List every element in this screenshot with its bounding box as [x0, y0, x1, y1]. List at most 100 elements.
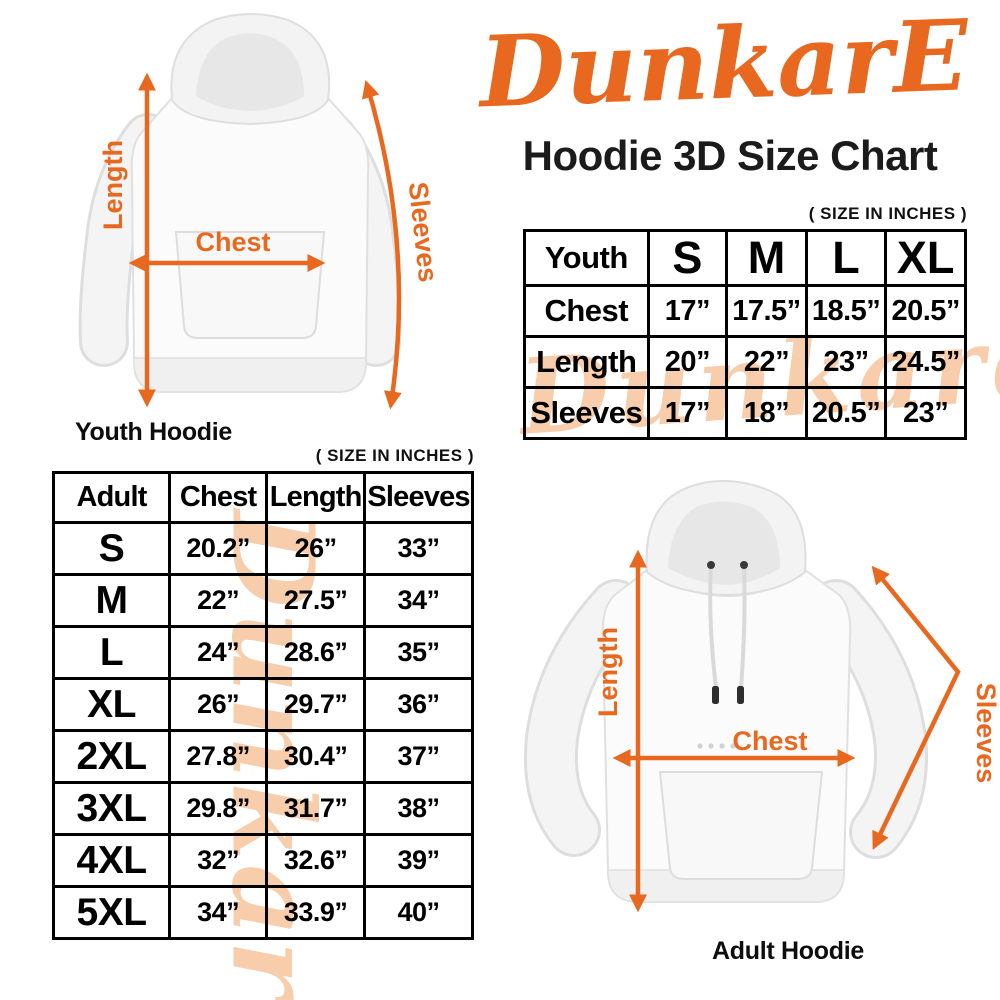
row-label: L: [51, 625, 172, 680]
adult-row-m: M 22” 27.5” 34”: [51, 573, 474, 628]
cell-value: 17”: [646, 284, 729, 338]
drawstring-eyelet: [707, 561, 715, 569]
drawstring: [739, 565, 747, 689]
cell-value: 20.2”: [168, 521, 269, 576]
adult-row-l: L 24” 28.6” 35”: [51, 625, 474, 680]
youth-hem-band: [133, 357, 367, 393]
adult-row-5xl: 5XL 34” 33.9” 40”: [51, 885, 474, 940]
cell-value: 27.5”: [265, 573, 367, 628]
adult-row-s: S 20.2” 26” 33”: [51, 521, 474, 576]
youth-hoodie-figure: Length Chest Sleeves: [20, 0, 460, 415]
youth-size-table: Youth S M L XL Chest 17” 17.5” 18.5” 20.…: [523, 229, 967, 440]
cell-value: 26”: [168, 677, 269, 732]
cell-value: 33.9”: [265, 885, 367, 940]
adult-hood-opening: [668, 501, 780, 585]
row-label: 5XL: [51, 885, 172, 940]
cell-value: 31.7”: [265, 781, 367, 836]
youth-size-header: L: [804, 229, 888, 287]
row-label: XL: [51, 677, 172, 732]
youth-chest-label: Chest: [195, 227, 270, 257]
adult-chest-label: Chest: [732, 726, 807, 756]
youth-table-corner-cell: Youth: [523, 229, 650, 287]
adult-row-xl: XL 26” 29.7” 36”: [51, 677, 474, 732]
cell-value: 28.6”: [265, 625, 367, 680]
youth-size-header: XL: [884, 229, 967, 287]
cell-value: 35”: [363, 625, 474, 680]
cell-value: 40”: [363, 885, 474, 940]
cell-value: 27.8”: [168, 729, 269, 784]
youth-sleeves-row: Sleeves 17” 18” 20.5” 23”: [523, 386, 967, 440]
adult-row-3xl: 3XL 29.8” 31.7” 38”: [51, 781, 474, 836]
cell-value: 38”: [363, 781, 474, 836]
youth-length-label: Length: [98, 140, 128, 230]
row-label: 3XL: [51, 781, 172, 836]
youth-units-note: ( SIZE IN INCHES ): [808, 204, 967, 223]
youth-hoodie-illustration: Length Chest Sleeves: [78, 13, 443, 410]
youth-sleeves-label: Sleeves: [403, 180, 443, 283]
cell-value: 22”: [725, 335, 808, 389]
cell-value: 18”: [725, 386, 808, 440]
cell-value: 29.8”: [168, 781, 269, 836]
adult-sleeves-arrow: [871, 565, 961, 850]
drawstring-eyelet: [740, 561, 748, 569]
youth-hoodie-caption: Youth Hoodie: [75, 418, 233, 446]
cell-value: 32”: [168, 833, 269, 888]
youth-hood-opening: [196, 33, 304, 111]
chest-leader-dots: [697, 743, 736, 749]
adult-col-header: Chest: [168, 471, 269, 524]
cell-value: 30.4”: [265, 729, 367, 784]
adult-length-label: Length: [593, 627, 623, 717]
cell-value: 26”: [265, 521, 367, 576]
cell-value: 34”: [168, 885, 269, 940]
adult-table-corner-cell: Adult: [51, 471, 172, 524]
row-label: 4XL: [51, 833, 172, 888]
cell-value: 20.5”: [884, 284, 967, 338]
row-label: 2XL: [51, 729, 172, 784]
cell-value: 37”: [363, 729, 474, 784]
adult-size-table-section: ( SIZE IN INCHES ) Dunkare Adult Chest L…: [51, 446, 474, 1000]
adult-row-4xl: 4XL 32” 32.6” 39”: [51, 833, 474, 888]
cell-value: 18.5”: [804, 284, 888, 338]
row-label: S: [51, 521, 172, 576]
page-title: Hoodie 3D Size Chart: [522, 132, 938, 179]
adult-hoodie-caption: Adult Hoodie: [712, 937, 864, 965]
cell-value: 23”: [804, 335, 888, 389]
brand-logo: DunkarE: [475, 2, 972, 130]
row-label: Length: [523, 335, 650, 389]
cell-value: 17.5”: [725, 284, 808, 338]
drawstring-aglet: [737, 686, 744, 704]
cell-value: 20”: [646, 335, 729, 389]
drawstring: [708, 565, 718, 689]
youth-chest-row: Chest 17” 17.5” 18.5” 20.5”: [523, 284, 967, 338]
row-label: M: [51, 573, 172, 628]
adult-sleeves-label: Sleeves: [971, 683, 1000, 784]
cell-value: 22”: [168, 573, 269, 628]
adult-row-2xl: 2XL 27.8” 30.4” 37”: [51, 729, 474, 784]
youth-size-header: S: [646, 229, 729, 287]
adult-col-header: Length: [265, 471, 367, 524]
brand-logo-box: DunkarE: [448, 0, 1000, 134]
row-label: Chest: [523, 284, 650, 338]
youth-length-row: Length 20” 22” 23” 24.5”: [523, 335, 967, 389]
cell-value: 32.6”: [265, 833, 367, 888]
cell-value: 33”: [363, 521, 474, 576]
adult-units-note: ( SIZE IN INCHES ): [315, 446, 474, 465]
adult-col-header: Sleeves: [363, 471, 474, 524]
cell-value: 29.7”: [265, 677, 367, 732]
cell-value: 23”: [884, 386, 967, 440]
cell-value: 36”: [363, 677, 474, 732]
adult-size-table: Adult Chest Length Sleeves S 20.2” 26” 3…: [51, 471, 474, 940]
drawstring-aglet: [712, 686, 719, 704]
adult-hoodie-figure: Length Chest Sleeves: [480, 460, 1000, 940]
row-label: Sleeves: [523, 386, 650, 440]
cell-value: 24”: [168, 625, 269, 680]
cell-value: 24.5”: [884, 335, 967, 389]
youth-sleeves-arrow: [361, 79, 402, 410]
youth-size-table-section: ( SIZE IN INCHES ) Dunkare Youth S M L X…: [515, 204, 1000, 459]
youth-size-header: M: [725, 229, 808, 287]
cell-value: 17”: [646, 386, 729, 440]
cell-value: 39”: [363, 833, 474, 888]
adult-kangaroo-pocket: [658, 771, 824, 880]
cell-value: 34”: [363, 573, 474, 628]
